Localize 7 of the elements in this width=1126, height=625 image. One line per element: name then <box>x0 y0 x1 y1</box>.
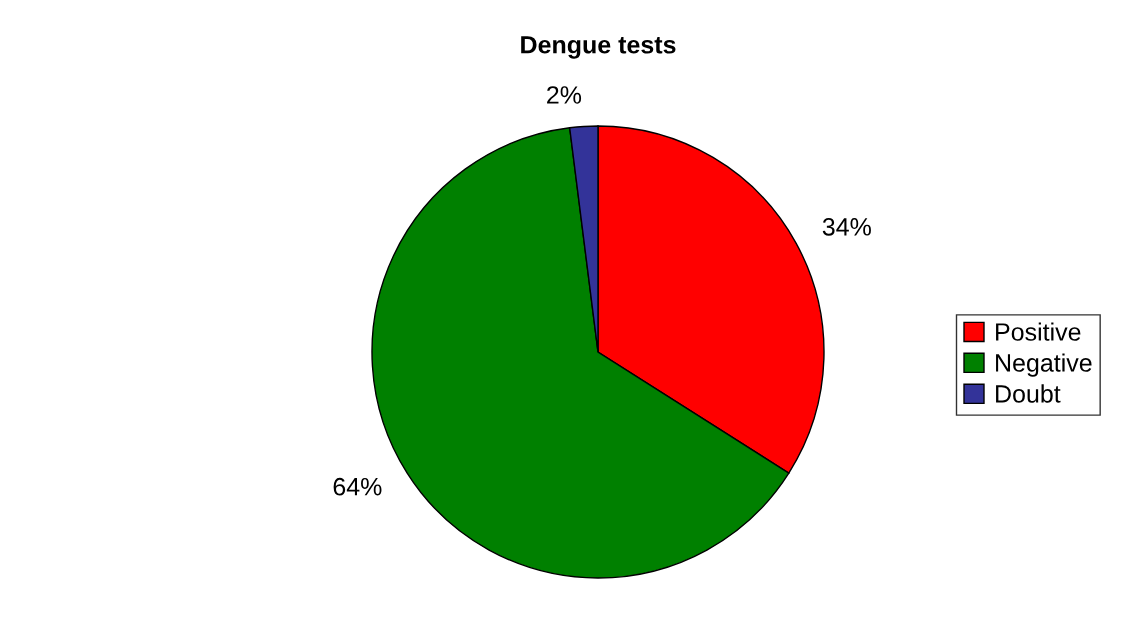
data-label: 2% <box>547 86 582 104</box>
data-label: 64% <box>333 477 382 496</box>
legend-label: Positive <box>996 322 1081 341</box>
legend-label: Negative <box>996 353 1092 377</box>
chart-title: Dengue tests <box>521 36 676 59</box>
legend-label: Doubt <box>996 384 1061 403</box>
data-label: 34% <box>822 217 871 236</box>
